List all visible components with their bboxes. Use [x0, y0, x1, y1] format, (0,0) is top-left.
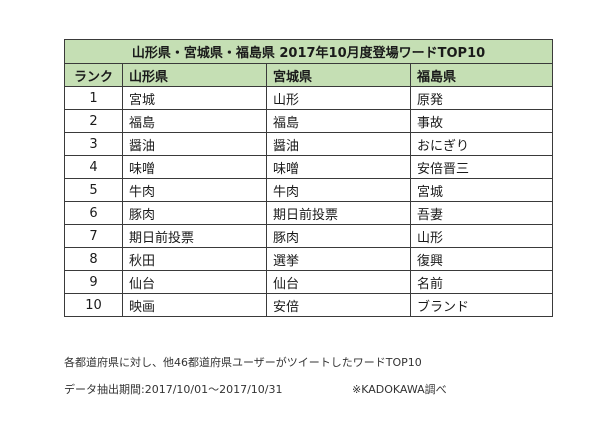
rank-cell: 7	[64, 224, 123, 248]
table-title: 山形県・宮城県・福島県 2017年10月度登場ワードTOP10	[63, 39, 554, 64]
cell-yamagata: 映画	[122, 293, 267, 317]
cell-fukushima: 吾妻	[409, 201, 554, 225]
cell-miyagi: 山形	[266, 86, 411, 110]
cell-fukushima: 安倍晋三	[409, 155, 554, 179]
cell-yamagata: 仙台	[122, 270, 267, 294]
header-rank: ランク	[64, 63, 123, 87]
cell-yamagata: 宮城	[122, 86, 267, 110]
cell-yamagata: 期日前投票	[122, 224, 267, 248]
rank-cell: 1	[64, 86, 123, 110]
cell-miyagi: 期日前投票	[266, 201, 411, 225]
cell-yamagata: 秋田	[122, 247, 267, 271]
note-period: データ抽出期間:2017/10/01～2017/10/31	[64, 383, 283, 396]
rank-cell: 3	[64, 132, 123, 156]
cell-miyagi: 牛肉	[266, 178, 411, 202]
cell-miyagi: 豚肉	[266, 224, 411, 248]
rank-cell: 8	[64, 247, 123, 271]
rank-cell: 2	[64, 109, 123, 133]
ranking-table: 山形県・宮城県・福島県 2017年10月度登場ワードTOP10 ランク 山形県 …	[63, 39, 554, 317]
cell-miyagi: 仙台	[266, 270, 411, 294]
cell-fukushima: 宮城	[409, 178, 554, 202]
cell-fukushima: 山形	[409, 224, 554, 248]
cell-miyagi: 安倍	[266, 293, 411, 317]
rank-cell: 4	[64, 155, 123, 179]
cell-fukushima: 原発	[409, 86, 554, 110]
table-row: 1 宮城 山形 原発	[64, 86, 554, 110]
cell-yamagata: 牛肉	[122, 178, 267, 202]
rank-cell: 9	[64, 270, 123, 294]
header-yamagata: 山形県	[122, 63, 267, 87]
table-row: 3 醤油 醤油 おにぎり	[64, 132, 554, 156]
table-title-row: 山形県・宮城県・福島県 2017年10月度登場ワードTOP10	[63, 39, 554, 64]
rank-cell: 6	[64, 201, 123, 225]
cell-yamagata: 福島	[122, 109, 267, 133]
table-row: 6 豚肉 期日前投票 吾妻	[64, 201, 554, 225]
rank-cell: 5	[64, 178, 123, 202]
table-body: 1 宮城 山形 原発 2 福島 福島 事故 3 醤油 醤油 おにぎり 4 味噌 味噌 安倍晋三 5 牛肉 牛肉 宮城 6…	[64, 86, 554, 317]
table-header-row: ランク 山形県 宮城県 福島県	[64, 63, 554, 87]
cell-miyagi: 福島	[266, 109, 411, 133]
cell-yamagata: 醤油	[122, 132, 267, 156]
cell-fukushima: 事故	[409, 109, 554, 133]
header-fukushima: 福島県	[409, 63, 554, 87]
cell-yamagata: 豚肉	[122, 201, 267, 225]
table-row: 5 牛肉 牛肉 宮城	[64, 178, 554, 202]
table-row: 9 仙台 仙台 名前	[64, 270, 554, 294]
table-row: 4 味噌 味噌 安倍晋三	[64, 155, 554, 179]
cell-fukushima: 名前	[409, 270, 554, 294]
cell-fukushima: 復興	[409, 247, 554, 271]
note-source: ※KADOKAWA調べ	[352, 383, 447, 396]
rank-cell: 10	[64, 293, 123, 317]
note-description: 各都道府県に対し、他46都道府県ユーザーがツイートしたワードTOP10	[64, 356, 422, 369]
table-row: 7 期日前投票 豚肉 山形	[64, 224, 554, 248]
table-row: 8 秋田 選挙 復興	[64, 247, 554, 271]
cell-fukushima: ブランド	[409, 293, 554, 317]
cell-yamagata: 味噌	[122, 155, 267, 179]
table-row: 10 映画 安倍 ブランド	[64, 293, 554, 317]
cell-miyagi: 味噌	[266, 155, 411, 179]
table-row: 2 福島 福島 事故	[64, 109, 554, 133]
header-miyagi: 宮城県	[266, 63, 411, 87]
cell-fukushima: おにぎり	[409, 132, 554, 156]
cell-miyagi: 選挙	[266, 247, 411, 271]
cell-miyagi: 醤油	[266, 132, 411, 156]
